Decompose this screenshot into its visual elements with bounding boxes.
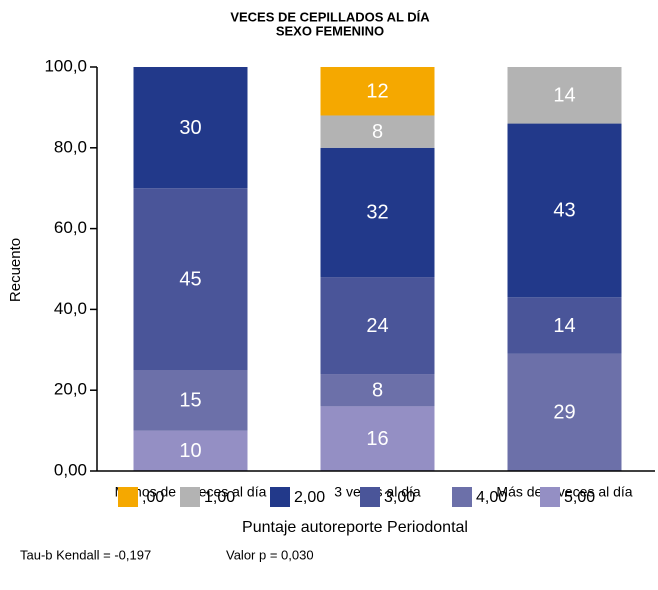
data-label: 8 <box>372 379 383 401</box>
data-label: 8 <box>372 121 383 143</box>
legend-label: 4,00 <box>476 489 507 506</box>
bar-segment <box>320 67 435 116</box>
data-label: 14 <box>553 315 575 337</box>
legend-title: Puntaje autoreporte Periodontal <box>242 519 468 536</box>
data-label: 30 <box>179 117 201 139</box>
y-tick-label: 60,0 <box>54 218 87 237</box>
data-label: 43 <box>553 200 575 222</box>
legend-swatch <box>180 487 200 507</box>
x-tick-label: Más de 3 veces al día <box>496 484 632 500</box>
annotation: Valor p = 0,030 <box>226 547 314 562</box>
legend-swatch <box>360 487 380 507</box>
bar-segment <box>320 277 435 375</box>
legend-label: 5,00 <box>564 489 595 506</box>
y-axis-label: Recuento <box>7 238 24 302</box>
data-label: 29 <box>553 402 575 424</box>
legend-swatch <box>270 487 290 507</box>
y-tick-label: 80,0 <box>54 137 87 156</box>
chart-subtitle: SEXO FEMENINO <box>276 23 384 38</box>
bar-segment <box>320 147 435 278</box>
bar-segment <box>320 374 435 407</box>
data-label: 45 <box>179 268 201 290</box>
legend-label: 1,00 <box>204 489 235 506</box>
bar-segment <box>133 430 248 471</box>
data-label: 10 <box>179 440 201 462</box>
y-tick-label: 20,0 <box>54 380 87 399</box>
data-label: 16 <box>366 428 388 450</box>
legend-swatch <box>540 487 560 507</box>
legend-label: 2,00 <box>294 489 325 506</box>
y-tick-label: 40,0 <box>54 299 87 318</box>
bar-segment <box>133 370 248 431</box>
bar-segment <box>507 123 622 298</box>
data-label: 15 <box>179 390 201 412</box>
chart-title: VECES DE CEPILLADOS AL DÍA <box>230 9 430 24</box>
data-label: 12 <box>366 81 388 103</box>
bar-segment <box>507 353 622 471</box>
bar-segment <box>507 297 622 354</box>
bar-segment <box>133 67 248 189</box>
bar-segment <box>133 188 248 370</box>
data-label: 24 <box>366 315 388 337</box>
bar-segment <box>320 115 435 148</box>
legend-swatch <box>118 487 138 507</box>
bar-segment <box>320 406 435 471</box>
data-label: 32 <box>366 202 388 224</box>
data-label: 14 <box>553 85 575 107</box>
y-tick-label: 100,0 <box>44 56 87 75</box>
bar-segment <box>507 67 622 124</box>
annotation: Tau-b Kendall = -0,197 <box>20 547 151 562</box>
legend-label: 3,00 <box>384 489 415 506</box>
y-tick-label: 0,00 <box>54 460 87 479</box>
legend-swatch <box>452 487 472 507</box>
legend-label: ,00 <box>142 489 164 506</box>
